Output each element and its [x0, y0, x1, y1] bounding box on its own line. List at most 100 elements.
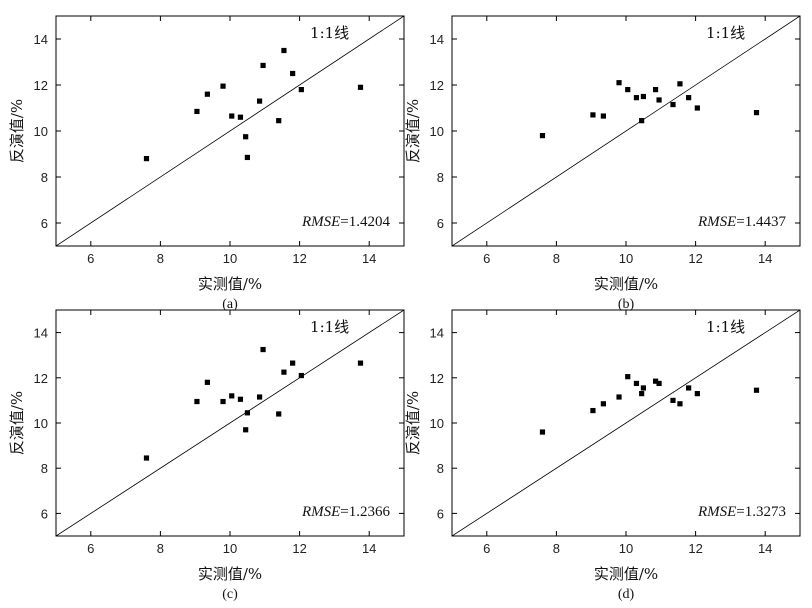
data-point: [677, 401, 683, 407]
x-tick-label: 14: [362, 541, 376, 556]
x-tick-label: 12: [292, 251, 306, 266]
data-point: [539, 429, 546, 435]
data-point: [220, 83, 226, 89]
x-tick-label: 14: [758, 251, 772, 266]
y-tick-label: 6: [41, 216, 48, 231]
one-to-one-line: [56, 310, 404, 536]
data-point: [600, 401, 606, 407]
x-tick-label: 6: [483, 541, 490, 556]
rmse-metric-name: RMSE: [301, 504, 340, 520]
data-point: [753, 387, 760, 393]
data-point: [625, 87, 631, 93]
data-point: [633, 95, 640, 101]
data-point: [143, 455, 150, 461]
x-tick-label: 8: [157, 251, 164, 266]
scatter-panel-4: 6 8 10 12 14 6 8 10 12 14 1:1线 RMSE=1.3273 实测值/% (d) 反…: [404, 309, 801, 602]
data-point: [694, 105, 700, 111]
data-point: [256, 394, 263, 400]
data-point: [194, 108, 200, 115]
y-tick-label: 14: [430, 326, 444, 341]
data-point: [590, 112, 596, 118]
y-tick-label: 12: [430, 78, 444, 93]
rmse-metric-name: RMSE: [301, 214, 340, 230]
data-point: [229, 393, 235, 399]
x-tick-label: 10: [223, 251, 237, 266]
one-to-one-line: [452, 16, 800, 246]
y-tick-label: 10: [430, 124, 444, 139]
data-point: [260, 62, 266, 69]
data-point: [281, 369, 287, 375]
y-tick-label: 14: [34, 326, 48, 341]
y-tick-label: 6: [41, 506, 48, 521]
y-tick-label: 14: [34, 32, 48, 47]
y-tick-label: 10: [430, 416, 444, 431]
data-point: [281, 47, 287, 54]
x-tick-label: 14: [362, 251, 376, 266]
y-tick-label: 12: [34, 371, 48, 386]
data-point: [656, 380, 662, 387]
data-point: [652, 378, 659, 384]
data-point: [290, 360, 296, 366]
rmse-metric-value: =1.4204: [340, 214, 390, 230]
x-tick-label: 8: [157, 541, 164, 556]
data-point: [244, 154, 250, 161]
data-point: [256, 98, 263, 104]
data-point: [677, 81, 683, 87]
x-tick-label: 12: [292, 541, 306, 556]
one-to-one-line: [56, 16, 404, 246]
rmse-metric-value: =1.2366: [340, 504, 390, 520]
scatter-panel-1: 6 8 10 12 14 6 8 10 12 14 1:1线 RMSE=1.4204 实测值/% (a) 反…: [8, 15, 405, 312]
data-point: [600, 113, 606, 119]
data-point: [656, 97, 662, 103]
rmse-metric-name: RMSE: [697, 504, 736, 520]
scatter-panel-3: 6 8 10 12 14 6 8 10 12 14 1:1线 RMSE=1.2366 实测值/% (c) 反…: [8, 309, 405, 602]
data-point: [220, 398, 226, 405]
reference-line-label: 1:1线: [706, 318, 745, 336]
x-tick-label: 6: [87, 251, 94, 266]
x-axis-title: 实测值/%: [594, 565, 658, 583]
data-point: [686, 95, 692, 101]
rmse-annotation: RMSE=1.4437: [697, 214, 787, 230]
rmse-annotation: RMSE=1.4204: [301, 214, 391, 230]
x-axis-title: 实测值/%: [198, 275, 262, 293]
data-point: [357, 84, 364, 90]
y-axis-title: 反演值/%: [8, 99, 26, 163]
y-tick-label: 14: [430, 32, 444, 47]
x-tick-label: 8: [553, 251, 560, 266]
data-point: [243, 134, 249, 140]
data-point: [357, 360, 364, 366]
y-tick-label: 8: [437, 170, 444, 185]
data-point: [276, 118, 282, 124]
rmse-metric-value: =1.4437: [736, 214, 786, 230]
data-point: [625, 374, 631, 380]
data-point: [640, 385, 646, 391]
y-tick-label: 8: [41, 461, 48, 476]
x-tick-label: 10: [619, 541, 633, 556]
reference-line-label: 1:1线: [310, 24, 349, 42]
data-point: [260, 346, 266, 353]
x-tick-label: 6: [483, 251, 490, 266]
x-tick-label: 10: [223, 541, 237, 556]
rmse-metric-name: RMSE: [697, 214, 736, 230]
panel-label: (d): [618, 587, 635, 602]
data-point: [633, 380, 640, 387]
data-point: [639, 118, 645, 124]
data-point: [753, 110, 760, 116]
data-point: [590, 407, 596, 414]
data-point: [670, 101, 676, 108]
scatter-panel-2: 6 8 10 12 14 6 8 10 12 14 1:1线 RMSE=1.4437 实测值/% (b) 反…: [404, 15, 801, 312]
x-tick-label: 12: [688, 541, 702, 556]
x-tick-label: 8: [553, 541, 560, 556]
x-tick-label: 6: [87, 541, 94, 556]
data-point: [229, 113, 235, 119]
x-axis-title: 实测值/%: [198, 565, 262, 583]
y-axis-title: 反演值/%: [404, 99, 422, 163]
rmse-annotation: RMSE=1.3273: [697, 504, 786, 520]
data-point: [616, 394, 622, 400]
data-point: [298, 87, 304, 93]
y-tick-label: 8: [437, 461, 444, 476]
panel-label: (c): [222, 587, 238, 602]
x-axis-title: 实测值/%: [594, 275, 658, 293]
